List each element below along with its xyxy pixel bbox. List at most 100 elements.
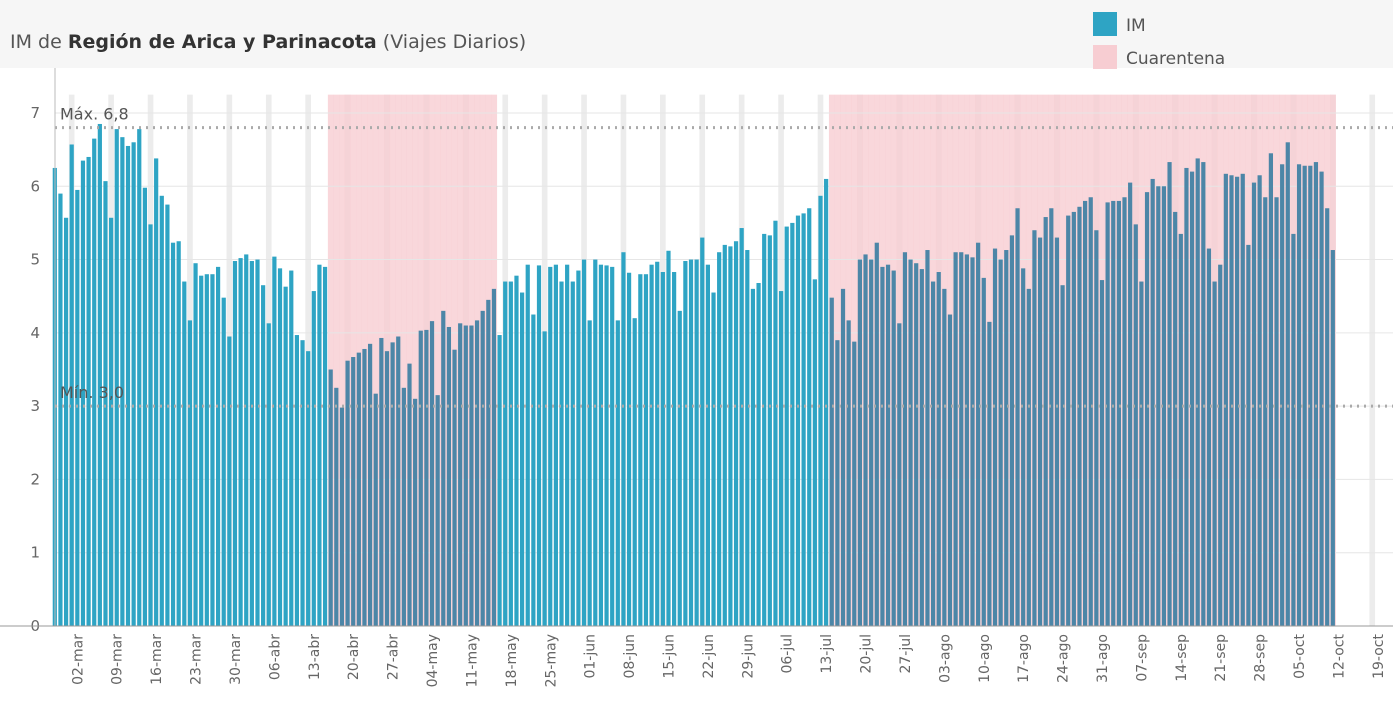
x-tick-label: 18-may bbox=[504, 634, 520, 687]
bar bbox=[58, 193, 63, 626]
bar bbox=[1313, 162, 1319, 626]
x-tick-label: 10-ago bbox=[977, 634, 993, 683]
bar bbox=[131, 142, 136, 626]
bar bbox=[1218, 264, 1223, 626]
x-tick-label: 15-jun bbox=[661, 634, 677, 679]
bar bbox=[1229, 175, 1234, 627]
bar bbox=[1077, 206, 1082, 626]
legend-label: IM bbox=[1126, 16, 1146, 36]
bar bbox=[306, 351, 311, 626]
bar bbox=[632, 318, 637, 626]
bar bbox=[210, 274, 215, 626]
bar bbox=[1240, 173, 1245, 626]
bar bbox=[801, 213, 806, 627]
x-tick-label: 25-may bbox=[543, 634, 559, 687]
x-tick-label: 13-abr bbox=[307, 634, 323, 680]
y-tick-label: 1 bbox=[30, 544, 40, 562]
bar bbox=[795, 215, 801, 626]
bar bbox=[936, 272, 941, 626]
bar bbox=[199, 275, 204, 626]
bar bbox=[1257, 175, 1262, 627]
bar bbox=[891, 270, 896, 626]
bar bbox=[165, 204, 170, 627]
quarantine-column bbox=[339, 94, 346, 627]
x-tick-label: 19-oct bbox=[1371, 634, 1387, 679]
bar bbox=[818, 195, 823, 627]
x-tick-label: 13-jul bbox=[819, 634, 835, 674]
bar bbox=[925, 250, 930, 626]
bar bbox=[334, 387, 339, 626]
x-tick-label: 08-jun bbox=[622, 634, 638, 679]
bar bbox=[1212, 281, 1217, 626]
bar bbox=[885, 264, 891, 626]
bar bbox=[92, 138, 97, 626]
bar bbox=[396, 336, 401, 626]
bar bbox=[1296, 164, 1302, 627]
reference-label: Mín. 3,0 bbox=[60, 383, 124, 402]
bar bbox=[1150, 178, 1155, 626]
bar bbox=[576, 270, 581, 626]
bar bbox=[756, 283, 761, 626]
bar bbox=[790, 222, 795, 626]
x-tick-label: 30-mar bbox=[228, 634, 244, 685]
legend-swatch bbox=[1093, 12, 1117, 36]
bar bbox=[953, 252, 958, 626]
bar bbox=[469, 325, 474, 626]
bar bbox=[1144, 192, 1150, 626]
bar bbox=[435, 395, 440, 626]
bar bbox=[272, 256, 277, 626]
bar bbox=[1325, 208, 1330, 626]
title-prefix: IM de bbox=[10, 31, 62, 53]
bar bbox=[452, 349, 457, 626]
y-tick-label: 2 bbox=[30, 470, 40, 488]
bar bbox=[120, 137, 125, 626]
bar bbox=[1246, 244, 1251, 627]
bar bbox=[390, 342, 395, 626]
bar bbox=[463, 325, 468, 626]
quarantine-column bbox=[401, 94, 407, 627]
bar bbox=[1308, 165, 1313, 626]
bar bbox=[1201, 162, 1206, 626]
bar bbox=[750, 288, 756, 626]
bar bbox=[503, 281, 508, 626]
bar bbox=[1060, 285, 1065, 626]
bar bbox=[1015, 208, 1020, 626]
bar bbox=[722, 244, 727, 627]
quarantine-column bbox=[344, 94, 351, 627]
bar bbox=[69, 144, 74, 626]
bar bbox=[1026, 288, 1031, 626]
x-tick-label: 04-may bbox=[425, 634, 441, 687]
bar bbox=[339, 407, 345, 626]
bar bbox=[660, 272, 665, 626]
x-tick-label: 17-ago bbox=[1016, 634, 1032, 683]
bar bbox=[255, 259, 260, 626]
bar bbox=[429, 321, 435, 626]
bar bbox=[125, 145, 131, 626]
bar bbox=[1071, 211, 1076, 626]
bar bbox=[193, 263, 198, 626]
bar bbox=[187, 320, 193, 626]
x-tick-label: 16-mar bbox=[149, 634, 165, 685]
bar bbox=[1122, 197, 1127, 626]
bar bbox=[880, 266, 885, 626]
bar bbox=[1088, 197, 1093, 626]
bar bbox=[322, 266, 328, 626]
x-tick-label: 05-oct bbox=[1292, 634, 1308, 679]
quarantine-column bbox=[406, 94, 413, 627]
bar bbox=[148, 224, 153, 626]
bar bbox=[520, 292, 525, 626]
x-tick-label: 20-abr bbox=[346, 634, 362, 680]
bar bbox=[672, 272, 677, 626]
x-tick-label: 01-jun bbox=[583, 634, 599, 679]
bar bbox=[232, 261, 238, 626]
bar bbox=[103, 181, 108, 627]
bar bbox=[300, 340, 305, 626]
bar bbox=[176, 241, 181, 626]
bar bbox=[694, 259, 699, 626]
x-tick-label: 27-jul bbox=[898, 634, 914, 674]
bar bbox=[525, 264, 530, 626]
bar bbox=[914, 263, 919, 626]
bar bbox=[356, 352, 361, 626]
title-suffix: (Viajes Diarios) bbox=[383, 31, 526, 53]
bar bbox=[1105, 202, 1110, 626]
